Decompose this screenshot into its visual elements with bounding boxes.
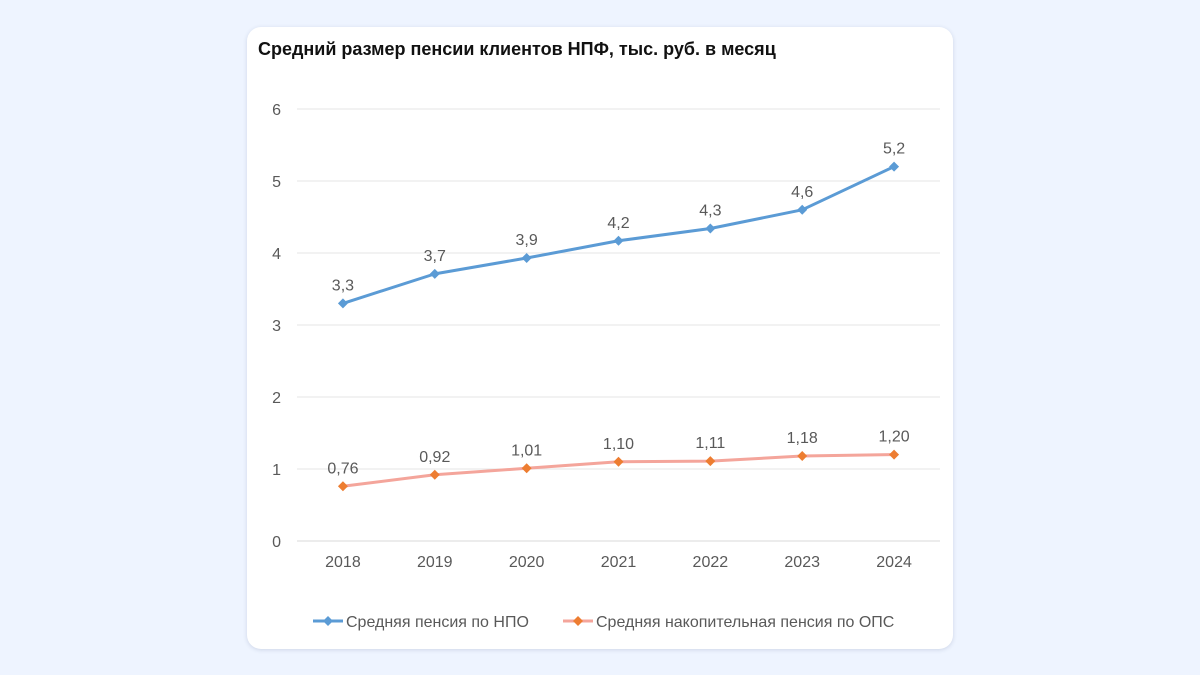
data-label: 4,2 — [607, 215, 629, 232]
x-tick-label: 2019 — [417, 554, 453, 571]
legend-label: Средняя накопительная пенсия по ОПС — [596, 614, 894, 631]
axis-ticks: 0 1 2 3 4 5 6 2018 2019 2020 2021 2022 2023 2024 — [272, 102, 912, 571]
data-point — [613, 235, 624, 246]
x-tick-label: 2021 — [601, 554, 637, 571]
x-tick-label: 2023 — [784, 554, 820, 571]
y-tick-label: 1 — [272, 462, 281, 479]
data-labels: 3,3 3,7 3,9 4,2 4,3 4,6 5,2 0,76 0,92 1,01 1,10 1,1… — [327, 141, 909, 478]
data-point — [705, 456, 716, 467]
data-label: 3,7 — [424, 248, 446, 265]
data-point — [889, 161, 900, 172]
y-tick-label: 6 — [272, 102, 281, 119]
data-label: 3,3 — [332, 277, 354, 294]
data-point — [429, 469, 440, 480]
data-label: 1,18 — [787, 430, 818, 447]
y-tick-label: 5 — [272, 174, 281, 191]
data-point — [797, 204, 808, 215]
data-label: 1,20 — [879, 429, 910, 446]
gridlines — [297, 108, 940, 542]
data-point — [337, 298, 348, 309]
y-tick-label: 2 — [272, 390, 281, 407]
legend-marker-swatch — [323, 616, 333, 626]
data-point — [889, 449, 900, 460]
y-tick-label: 4 — [272, 246, 281, 263]
data-label: 0,92 — [419, 449, 450, 466]
data-label: 1,01 — [511, 442, 542, 459]
y-tick-label: 3 — [272, 318, 281, 335]
data-point — [521, 463, 532, 474]
chart-title: Средний размер пенсии клиентов НПФ, тыс.… — [258, 39, 776, 59]
data-point — [429, 268, 440, 279]
data-point — [613, 456, 624, 467]
data-point — [797, 451, 808, 462]
data-point — [705, 223, 716, 234]
data-point — [337, 481, 348, 492]
data-label: 5,2 — [883, 141, 905, 158]
data-label: 3,9 — [516, 232, 538, 249]
data-label: 0,76 — [327, 460, 358, 477]
data-label: 1,11 — [695, 435, 725, 452]
x-tick-label: 2024 — [876, 554, 912, 571]
data-label: 4,6 — [791, 184, 813, 201]
chart-card: Средний размер пенсии клиентов НПФ, тыс.… — [247, 27, 953, 649]
legend: Средняя пенсия по НПО Средняя накопительн… — [313, 614, 894, 631]
legend-label: Средняя пенсия по НПО — [346, 614, 529, 631]
y-tick-label: 0 — [272, 534, 281, 551]
x-tick-label: 2022 — [693, 554, 729, 571]
legend-marker-swatch — [573, 616, 583, 626]
x-tick-label: 2020 — [509, 554, 545, 571]
x-tick-label: 2018 — [325, 554, 361, 571]
series-lines — [337, 161, 900, 492]
data-label: 1,10 — [603, 436, 634, 453]
data-label: 4,3 — [699, 203, 721, 220]
data-point — [521, 253, 532, 264]
